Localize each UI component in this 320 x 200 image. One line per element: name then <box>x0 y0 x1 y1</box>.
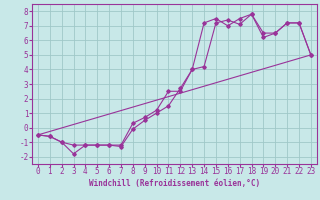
X-axis label: Windchill (Refroidissement éolien,°C): Windchill (Refroidissement éolien,°C) <box>89 179 260 188</box>
